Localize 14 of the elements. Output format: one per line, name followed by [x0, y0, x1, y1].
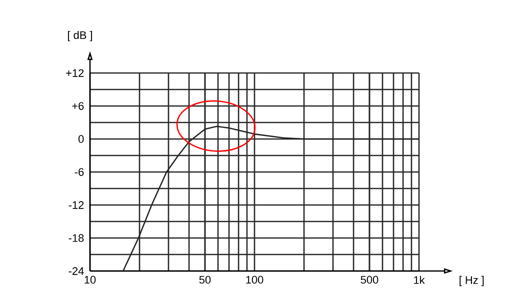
- y-tick-label: -24: [68, 267, 84, 275]
- y-tick-label: -6: [74, 168, 84, 176]
- y-tick-label: 0: [78, 135, 84, 143]
- y-tick-label: -18: [68, 234, 84, 242]
- y-tick-label: +12: [66, 69, 84, 77]
- x-axis-title: [ Hz ]: [460, 276, 484, 286]
- x-tick-label: 100: [246, 276, 264, 284]
- x-tick-label: 50: [199, 276, 211, 284]
- x-tick-label: 10: [84, 276, 96, 284]
- y-tick-label: -12: [68, 201, 84, 209]
- y-axis-title: [ dB ]: [68, 30, 92, 42]
- x-tick-label: 1k: [414, 276, 425, 284]
- y-tick-label: +6: [72, 102, 84, 110]
- x-tick-label: 500: [360, 276, 378, 284]
